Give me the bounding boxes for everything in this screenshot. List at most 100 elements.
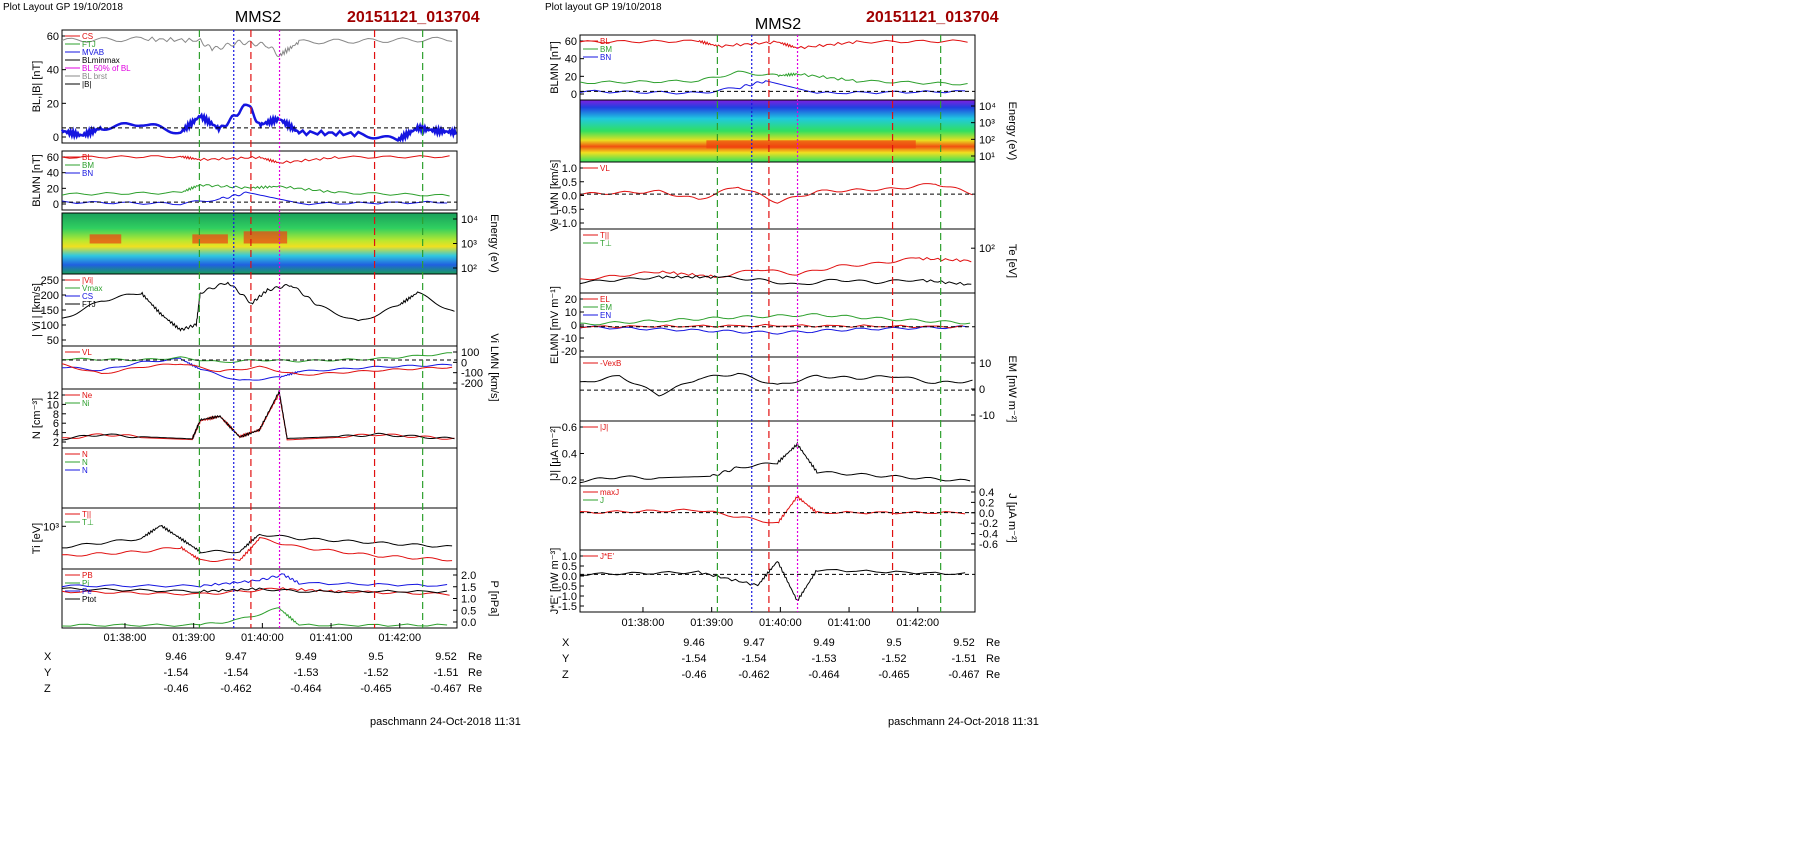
y-tick-label: 0: [53, 199, 59, 211]
panel-frame: [61, 388, 458, 449]
footer-credit: paschmann 24-Oct-2018 11:31: [370, 716, 521, 728]
y-tick-label: 0.0: [461, 617, 476, 629]
y-tick-label: -10: [979, 410, 995, 422]
series-line-bl: [61, 155, 450, 164]
position-value: 9.5: [368, 651, 383, 663]
panel-frame: [579, 549, 976, 613]
position-value: -0.467: [948, 669, 979, 681]
legend-label: N: [82, 466, 88, 475]
position-row-label: Y: [44, 667, 52, 679]
series-line-je: [579, 561, 966, 601]
y-tick-label: -200: [461, 378, 483, 390]
legend-label: BL: [600, 37, 610, 46]
y-axis-label: Ve LMN [km/s]: [549, 160, 561, 232]
y-tick-label: 60: [47, 152, 59, 164]
position-row-label: X: [562, 637, 570, 649]
legend-label: EL: [600, 295, 610, 304]
legend-label: CS: [82, 292, 93, 301]
position-value: -1.52: [363, 667, 388, 679]
position-value: 9.46: [683, 637, 704, 649]
y-tick-label: 40: [47, 168, 59, 180]
legend-label: FTJ: [82, 40, 96, 49]
panel-frame: [579, 356, 976, 422]
series-line-ne: [61, 394, 455, 441]
legend-label: |Vi|: [82, 276, 93, 285]
position-unit: Re: [986, 653, 1000, 665]
legend-label: BM: [600, 45, 612, 54]
y-tick-label: 100: [41, 320, 59, 332]
series-line-pb: [61, 573, 448, 588]
y-axis-label: BLMN [nT]: [549, 41, 561, 94]
y-tick-label: 0.0: [562, 191, 577, 203]
series-line-vexb: [579, 372, 973, 397]
y-tick-label: 10²: [461, 263, 477, 275]
position-value: 9.46: [165, 651, 186, 663]
y-tick-label: -10: [561, 333, 577, 345]
panel-7: 0.6 0.4 0.2|J| [μA m⁻²] |J|: [549, 420, 976, 487]
y-tick-label: 8: [53, 409, 59, 421]
y-axis-label: |J| [μA m⁻²]: [549, 426, 561, 481]
series-line-b: [61, 36, 453, 58]
position-value: 9.52: [953, 637, 974, 649]
x-tick-label: 01:38:00: [104, 632, 147, 644]
legend-label: MVAB: [82, 48, 104, 57]
y-tick-label: 10³: [43, 521, 59, 533]
panel-3: 10⁴ 10³ 10² Energy (eV): [61, 212, 500, 275]
legend-label: J: [600, 496, 604, 505]
y-axis-label: N [cm⁻³]: [31, 398, 43, 439]
y-axis-label: Energy (eV): [488, 214, 500, 273]
y-tick-label: 2.0: [461, 570, 476, 582]
y-tick-label: 0.0: [979, 508, 994, 520]
series-line-em: [579, 313, 971, 326]
legend-label: J*E': [600, 552, 614, 561]
y-tick-label: 1.0: [562, 551, 577, 563]
y-tick-label: 40: [47, 65, 59, 77]
legend-label: T⊥: [600, 239, 612, 248]
legend-label: VL: [600, 164, 610, 173]
position-value: 9.47: [743, 637, 764, 649]
position-value: 9.5: [886, 637, 901, 649]
y-tick-label: -0.2: [979, 518, 998, 530]
x-tick-label: 01:42:00: [378, 632, 421, 644]
plot-layout-header: Plot Layout GP 19/10/2018: [3, 2, 123, 13]
position-value: -1.54: [681, 653, 706, 665]
panel-frame: [579, 485, 976, 551]
legend-label: BL brst: [82, 72, 108, 81]
y-tick-label: 10²: [979, 243, 995, 255]
legend-label: BN: [82, 169, 93, 178]
y-tick-label: 40: [565, 54, 577, 66]
position-unit: Re: [986, 637, 1000, 649]
series-line-ptot: [61, 607, 448, 627]
series-line-bn: [61, 191, 448, 206]
series-line-t: [62, 524, 453, 554]
panel-frame: [61, 273, 458, 347]
spectrogram-hotspot: [243, 231, 288, 244]
position-unit: Re: [468, 667, 482, 679]
x-tick-label: 01:39:00: [172, 632, 215, 644]
legend-label: BLminmax: [82, 56, 120, 65]
y-tick-label: 0.4: [562, 449, 577, 461]
y-axis-label: J [μA m⁻²]: [1006, 493, 1018, 542]
position-value: 9.49: [813, 637, 834, 649]
y-tick-label: 250: [41, 275, 59, 287]
legend-label: Vmax: [82, 284, 102, 293]
legend-label: FTJ: [82, 300, 96, 309]
series-line-ni: [61, 389, 455, 441]
y-axis-label: | Vi | [km/s]: [31, 283, 43, 337]
y-tick-label: 50: [47, 335, 59, 347]
spectrogram-hotspot: [706, 140, 916, 149]
y-tick-label: -100: [461, 368, 483, 380]
position-value: -1.51: [951, 653, 976, 665]
y-tick-label: 0.4: [979, 487, 994, 499]
legend-label: N: [82, 458, 88, 467]
y-tick-label: 20: [565, 294, 577, 306]
panel-frame: [579, 161, 976, 230]
legend-label: BL: [82, 153, 92, 162]
series-line-en: [579, 323, 963, 329]
y-axis-label: BLMN [nT]: [31, 154, 43, 207]
